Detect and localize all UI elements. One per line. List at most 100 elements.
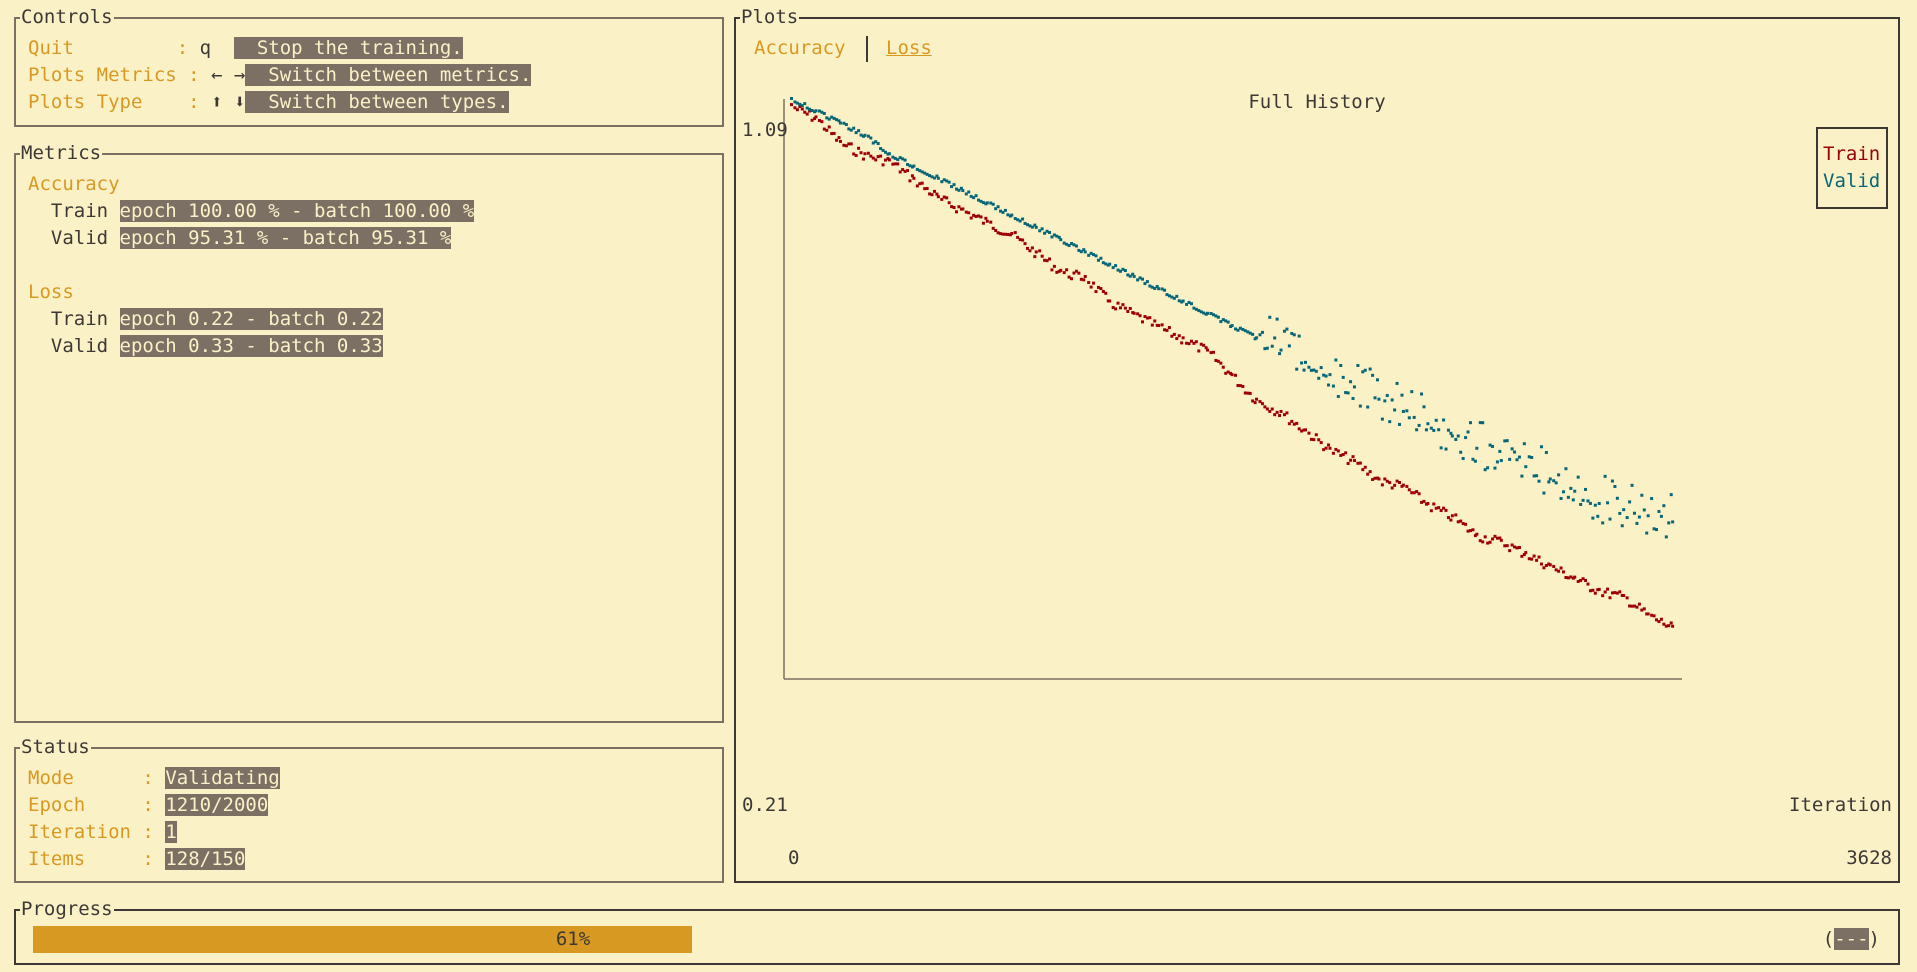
point-valid [1304, 360, 1308, 364]
point-dot-valid [1295, 367, 1299, 371]
point-dot-train [1116, 301, 1120, 305]
point-dot-valid [1542, 491, 1546, 495]
point-dot-valid [1422, 405, 1426, 409]
point-dot-valid [1251, 332, 1255, 336]
metrics-loss-heading: Loss [28, 281, 74, 303]
point-dot-valid [1094, 254, 1098, 258]
point-dot-valid [1221, 318, 1225, 322]
point-train [1377, 477, 1381, 481]
point-dot-train [981, 221, 985, 225]
point-dot-valid [1664, 535, 1668, 539]
point-dot-train [1576, 579, 1580, 583]
point-train [912, 176, 916, 180]
point-dot-valid [1662, 504, 1666, 508]
point-dot-valid [1415, 428, 1419, 432]
point-dot-valid [1383, 399, 1387, 403]
point-dot-valid [1189, 302, 1193, 306]
point-train [1279, 409, 1283, 413]
point-dot-train [1038, 249, 1042, 253]
point-dot-train [1128, 306, 1132, 310]
control-key: ← → [211, 64, 246, 86]
point-dot-train [1270, 407, 1274, 411]
point-dot-valid [1263, 347, 1267, 351]
point-dot-train [849, 142, 853, 146]
point-dot-valid [1114, 264, 1118, 268]
point-dot-valid [1145, 280, 1149, 284]
point-valid [1157, 287, 1161, 291]
point-dot-valid [945, 179, 949, 183]
point-dot-valid [940, 180, 944, 184]
point-dot-valid [1400, 393, 1404, 397]
point-train [1132, 311, 1136, 315]
point-dot-train [861, 157, 865, 161]
point-dot-valid [1424, 428, 1428, 432]
point-dot-valid [1192, 306, 1196, 310]
point-dot-train [1368, 470, 1372, 474]
point-dot-valid [1165, 293, 1169, 297]
point-valid [1524, 465, 1528, 469]
point-dot-train [1544, 564, 1548, 568]
point-dot-valid [1070, 242, 1074, 246]
point-dot-train [1189, 339, 1193, 343]
point-dot-valid [1588, 501, 1592, 505]
point-dot-valid [1493, 466, 1497, 470]
point-dot-train [822, 127, 826, 131]
point-dot-train [1635, 605, 1639, 609]
tab-loss[interactable]: Loss [886, 37, 932, 59]
point-dot-valid [1072, 243, 1076, 247]
point-dot-valid [1351, 396, 1355, 400]
point-dot-valid [1437, 428, 1441, 432]
point-train [1499, 538, 1503, 542]
point-dot-train [923, 187, 927, 191]
point-dot-train [1341, 453, 1345, 457]
y-tick-min: 0.21 [742, 794, 788, 816]
point-dot-valid [1324, 374, 1328, 378]
point-dot-train [952, 206, 956, 210]
point-dot-train [1407, 488, 1411, 492]
point-dot-train [1417, 492, 1421, 496]
point-dot-train [947, 201, 951, 205]
point-dot-train [827, 125, 831, 129]
point-dot-valid [1194, 307, 1198, 311]
point-dot-train [1030, 246, 1034, 250]
point-dot-train [906, 169, 910, 173]
point-dot-train [1334, 447, 1338, 451]
point-dot-valid [879, 147, 883, 151]
point-dot-valid [795, 101, 799, 105]
point-dot-train [908, 179, 912, 183]
point-dot-valid [952, 183, 956, 187]
point-dot-valid [1613, 485, 1617, 489]
metrics-title: Metrics [20, 142, 103, 164]
point-dot-valid [1038, 229, 1042, 233]
point-dot-train [793, 106, 797, 110]
point-dot-train [1314, 433, 1318, 437]
point-dot-train [874, 158, 878, 162]
point-dot-train [1092, 281, 1096, 285]
point-dot-valid [1434, 418, 1438, 422]
status-value: 1 [165, 821, 177, 843]
point-dot-train [1517, 546, 1521, 550]
control-desc: Switch between types. [245, 91, 509, 113]
point-dot-train [915, 184, 919, 188]
point-dot-valid [1398, 422, 1402, 426]
point-dot-train [1405, 484, 1409, 488]
point-dot-train [1331, 451, 1335, 455]
point-dot-train [1385, 479, 1389, 483]
point-dot-valid [1319, 366, 1323, 370]
point-dot-train [1096, 285, 1100, 289]
tab-accuracy[interactable]: Accuracy [754, 37, 846, 59]
point-dot-train [1216, 359, 1220, 363]
control-sep: : [188, 64, 200, 86]
point-dot-train [1566, 576, 1570, 580]
point-dot-train [1018, 238, 1022, 242]
point-train [1646, 612, 1650, 616]
point-dot-train [1094, 290, 1098, 294]
point-dot-valid [1170, 295, 1174, 299]
point-dot-train [1510, 543, 1514, 547]
point-dot-valid [979, 199, 983, 203]
point-dot-train [1459, 519, 1463, 523]
point-valid [838, 121, 842, 125]
point-dot-train [1209, 351, 1213, 355]
point-dot-valid [1163, 288, 1167, 292]
point-dot-valid [1473, 459, 1477, 463]
